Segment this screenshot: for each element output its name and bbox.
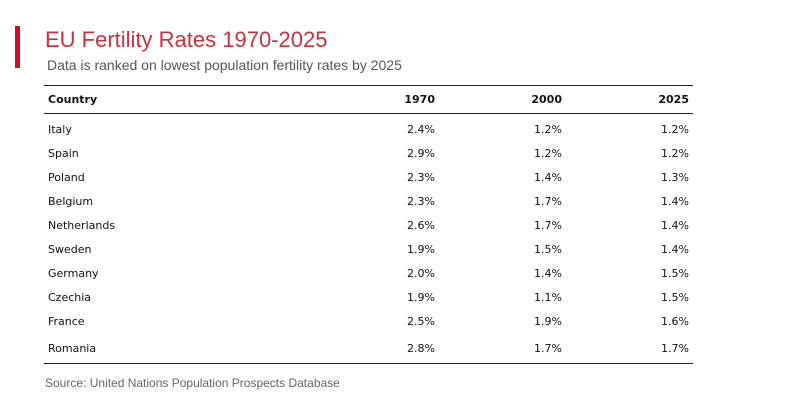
- table-row: Spain 2.9% 1.2% 1.2%: [44, 141, 693, 165]
- cell-country: Spain: [48, 146, 79, 160]
- cell-2025: 1.3%: [661, 170, 689, 184]
- table-row: Poland 2.3% 1.4% 1.3%: [44, 165, 693, 189]
- column-header-2025: 2025: [566, 85, 693, 114]
- cell-2000: 1.1%: [534, 290, 562, 304]
- cell-2025: 1.2%: [661, 122, 689, 136]
- column-header-2000: 2000: [439, 85, 566, 114]
- cell-1970: 2.5%: [407, 314, 435, 328]
- column-header-1970: 1970: [312, 85, 439, 114]
- cell-country: Italy: [48, 122, 72, 136]
- cell-2000: 1.7%: [534, 218, 562, 232]
- cell-1970: 1.9%: [407, 242, 435, 256]
- cell-2000: 1.7%: [534, 194, 562, 208]
- cell-2000: 1.7%: [439, 333, 566, 364]
- table-body: Italy 2.4% 1.2% 1.2% Spain 2.9% 1.2% 1.2% Poland…: [44, 114, 693, 364]
- table-row: Sweden 1.9% 1.5% 1.4%: [44, 237, 693, 261]
- table-row: Romania 2.8% 1.7% 1.7%: [44, 333, 693, 364]
- cell-2025: 1.5%: [661, 290, 689, 304]
- header-row: Country 1970 2000 2025: [44, 85, 693, 114]
- cell-2000: 1.2%: [534, 146, 562, 160]
- cell-country: France: [48, 314, 85, 328]
- cell-country: Netherlands: [48, 218, 116, 232]
- fertility-table: Country 1970 2000 2025 Italy 2.4% 1.2% 1.2%…: [44, 85, 693, 364]
- cell-2000: 1.4%: [534, 170, 562, 184]
- cell-2025: 1.4%: [661, 194, 689, 208]
- cell-country: Belgium: [48, 194, 94, 208]
- table-row: Belgium 2.3% 1.7% 1.4%: [44, 189, 693, 213]
- cell-2000: 1.2%: [534, 122, 562, 136]
- cell-country: Sweden: [48, 242, 92, 256]
- cell-1970: 2.8%: [312, 333, 439, 364]
- cell-2025: 1.5%: [661, 266, 689, 280]
- cell-2025: 1.6%: [661, 314, 689, 328]
- cell-1970: 2.9%: [407, 146, 435, 160]
- cell-country: Poland: [48, 170, 85, 184]
- table-header: Country 1970 2000 2025: [44, 85, 693, 114]
- cell-2000: 1.5%: [534, 242, 562, 256]
- cell-2000: 1.4%: [534, 266, 562, 280]
- cell-2025: 1.2%: [661, 146, 689, 160]
- cell-1970: 2.6%: [407, 218, 435, 232]
- source-note: Source: United Nations Population Prospe…: [45, 376, 340, 390]
- cell-1970: 1.9%: [407, 290, 435, 304]
- cell-1970: 2.0%: [407, 266, 435, 280]
- table-row: Italy 2.4% 1.2% 1.2%: [44, 114, 693, 142]
- data-table-container: Country 1970 2000 2025 Italy 2.4% 1.2% 1.2%…: [44, 85, 693, 364]
- column-header-country: Country: [44, 85, 312, 114]
- cell-country: Czechia: [48, 290, 92, 304]
- table-row: Czechia 1.9% 1.1% 1.5%: [44, 285, 693, 309]
- cell-1970: 2.4%: [407, 122, 435, 136]
- cell-2025: 1.4%: [661, 242, 689, 256]
- table-row: Netherlands 2.6% 1.7% 1.4%: [44, 213, 693, 237]
- chart-title: EU Fertility Rates 1970-2025: [45, 27, 328, 52]
- table-row: France 2.5% 1.9% 1.6%: [44, 309, 693, 333]
- cell-1970: 2.3%: [407, 194, 435, 208]
- chart-subtitle: Data is ranked on lowest population fert…: [47, 57, 402, 73]
- cell-2025: 1.7%: [566, 333, 693, 364]
- cell-country: Romania: [44, 333, 312, 364]
- cell-2025: 1.4%: [661, 218, 689, 232]
- table-row: Germany 2.0% 1.4% 1.5%: [44, 261, 693, 285]
- cell-2000: 1.9%: [534, 314, 562, 328]
- cell-1970: 2.3%: [407, 170, 435, 184]
- cell-country: Germany: [48, 266, 99, 280]
- accent-bar: [15, 26, 20, 68]
